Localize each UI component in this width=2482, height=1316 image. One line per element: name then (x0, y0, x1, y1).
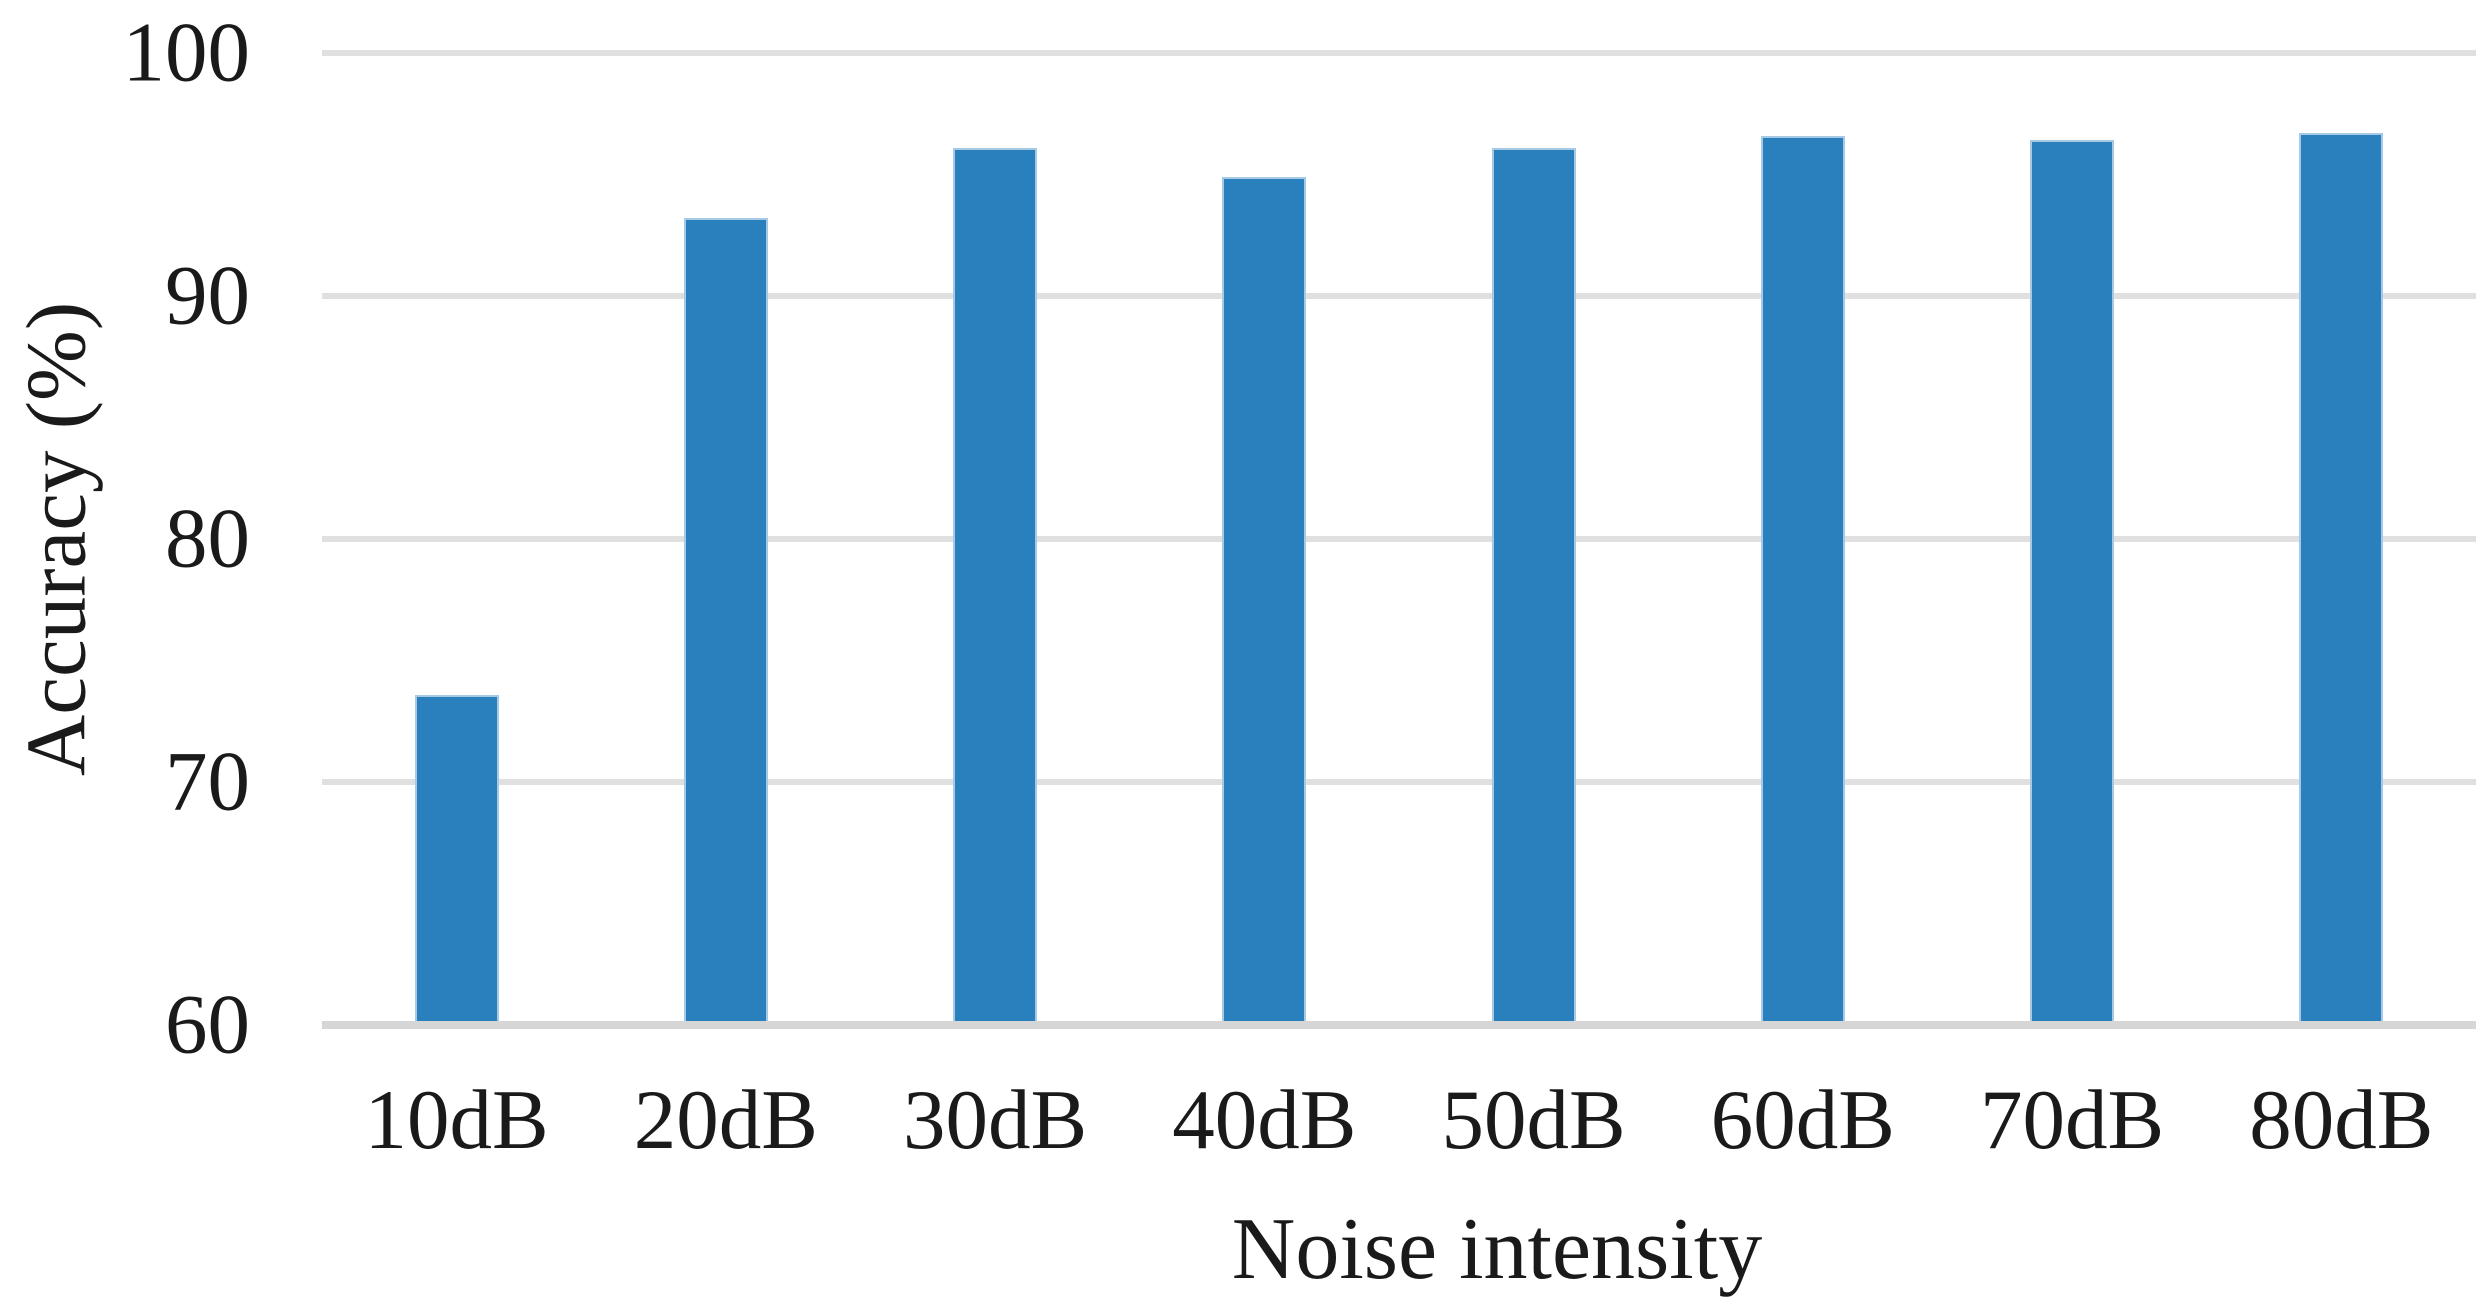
x-axis-tick-label: 80dB (2249, 1073, 2434, 1167)
bar-slot (1130, 53, 1399, 1025)
y-axis-tick-label: 70 (165, 734, 250, 829)
x-axis-title: Noise intensity (1231, 1201, 1763, 1298)
plot-area (322, 50, 2476, 1029)
bar-60dB (1760, 135, 1845, 1025)
y-axis-tick-label: 60 (165, 977, 250, 1072)
x-axis-tick-label: 30dB (903, 1073, 1088, 1167)
y-axis-tick-label: 80 (165, 491, 250, 586)
bar-slot (1668, 53, 1937, 1025)
bar-slot (2207, 53, 2476, 1025)
bar-30dB (953, 147, 1038, 1025)
bar-70dB (2030, 140, 2115, 1025)
gridline-90 (322, 293, 2476, 299)
x-axis-tick-label: 50dB (1441, 1073, 1626, 1167)
y-axis: 100 90 80 70 60 (0, 10, 251, 1067)
x-axis-tick-label: 20dB (633, 1073, 818, 1167)
y-axis-tick-label: 90 (165, 248, 250, 343)
y-axis-tick-label: 100 (122, 5, 251, 100)
x-axis: 10dB 20dB 30dB 40dB 50dB 60dB 70dB 80dB (322, 1078, 2476, 1163)
bar-slot (322, 53, 591, 1025)
bar-80dB (2299, 133, 2384, 1025)
x-axis-tick-label: 70dB (1980, 1073, 2165, 1167)
bar-slot (1938, 53, 2207, 1025)
bar-10dB (414, 694, 499, 1025)
bar-series (322, 53, 2476, 1025)
x-axis-tick-label: 60dB (1710, 1073, 1895, 1167)
bar-slot (861, 53, 1130, 1025)
x-axis-line (322, 1021, 2476, 1029)
bar-20dB (683, 218, 768, 1025)
bar-50dB (1491, 147, 1576, 1025)
x-axis-tick-label: 10dB (364, 1073, 549, 1167)
bar-slot (591, 53, 860, 1025)
bar-slot (1399, 53, 1668, 1025)
gridline-100 (322, 50, 2476, 56)
x-axis-tick-label: 40dB (1172, 1073, 1357, 1167)
bar-40dB (1222, 176, 1307, 1025)
gridline-80 (322, 536, 2476, 542)
gridline-70 (322, 779, 2476, 785)
